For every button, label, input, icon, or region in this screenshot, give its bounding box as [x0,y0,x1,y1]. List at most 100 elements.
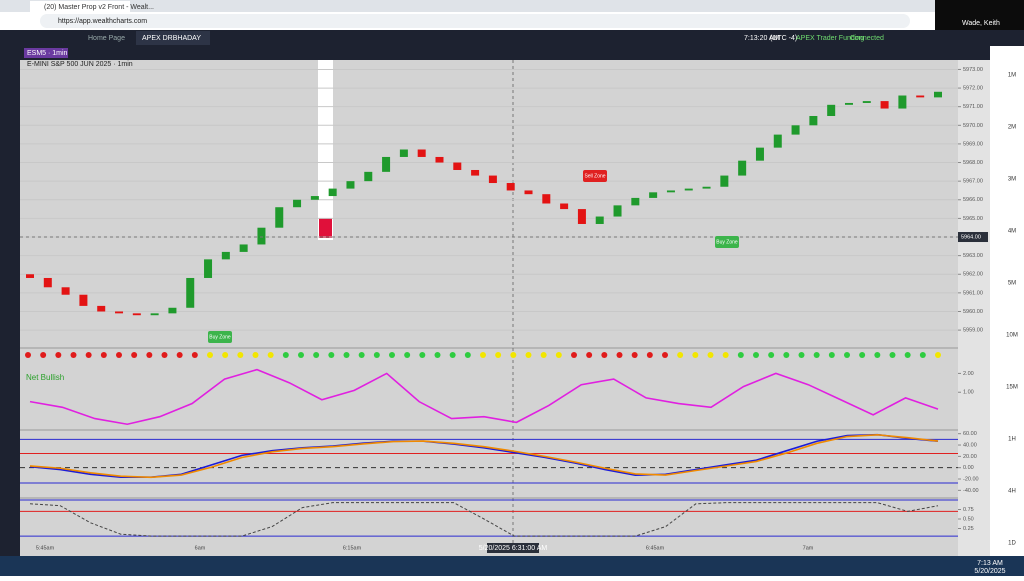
candle [257,227,266,245]
candle [738,160,747,176]
symbol: ESM5 · 1min [27,50,68,57]
y-tick-label: 5960.00 [963,309,983,315]
status: Connected [850,35,884,42]
timezone: (UTC -4) [770,35,797,42]
timeframe[interactable]: 5M [1008,281,1016,287]
app-tab[interactable]: Home Page [88,35,125,42]
x-tick-label: 5:45am [36,545,55,551]
signal-dot [540,352,547,358]
signal-dot [343,352,350,358]
timeframe[interactable]: 1D [1008,541,1016,547]
candle [221,251,230,260]
price-axis [958,60,990,556]
signal-dot [40,352,47,358]
zone-badge [583,170,607,182]
signal-dot [373,352,380,358]
candle [132,313,141,316]
candle [186,277,195,308]
active-tab[interactable] [136,31,210,45]
candle [346,181,355,189]
timeframe[interactable]: 4H [1008,489,1016,495]
candle [417,149,426,157]
signal-dot [707,352,714,358]
x-tick-label: 6:45am [646,545,665,551]
candle [809,115,818,126]
tab-title: (20) Master Prop v2 Front - Wealt... [44,4,154,11]
chart-toolbar [0,46,1024,60]
timeframe[interactable]: 4M [1008,229,1016,235]
signal-dot [874,352,881,358]
browser-tab[interactable] [30,1,130,12]
timeframe[interactable]: 3M [1008,177,1016,183]
url-field[interactable] [40,14,910,28]
indicator-line [29,434,939,479]
zone-label: Sell Zone [584,173,605,179]
signal-dot [722,352,729,358]
timeframe[interactable]: 1H [1008,437,1016,443]
zone-label: Buy Zone [716,239,738,245]
signal-dot [904,352,911,358]
signal-dot [237,352,244,358]
symbol-tab[interactable] [24,48,68,58]
y-tick-label: -40.00 [963,488,979,494]
url: https://app.wealthcharts.com [58,18,147,25]
color-swatch[interactable] [319,218,332,238]
taskbar [0,556,1024,576]
zone-badge [208,331,232,343]
signal-dot [100,352,107,358]
signal-dot [555,352,562,358]
indicator-title: Net Bullish [26,373,64,382]
signal-dot [55,352,62,358]
timeframe[interactable]: 1M [1008,73,1016,79]
x-tick-label: 7am [803,545,814,551]
candle [168,307,177,314]
candle [364,171,373,182]
signal-dot [662,352,668,358]
candle [43,277,52,288]
candle [844,102,853,105]
signal-dot [646,352,653,358]
candle [275,207,284,228]
candle [880,101,889,109]
signal-dot [510,352,517,358]
taskbar-date: 5/20/2025 [974,568,1005,575]
signal-dot [176,352,183,358]
candle [773,134,782,148]
candle [453,162,462,170]
candle [310,196,319,200]
y-tick-label: 5966.00 [963,197,983,203]
candle [666,190,675,193]
candle [524,190,533,195]
y-tick-label: 5959.00 [963,328,983,334]
candle [791,125,800,135]
candle [577,209,586,224]
indicator-line [29,368,939,426]
candle [613,205,622,217]
candle [26,274,34,278]
timeframe[interactable]: 10M [1006,333,1018,339]
y-tick-label: 5963.00 [963,253,983,259]
candle [595,216,604,224]
signal-dot [25,352,31,358]
timeframe[interactable]: 2M [1008,125,1016,131]
left-sidebar [0,46,20,556]
signal-dot [601,352,608,358]
signal-dot [677,352,684,358]
app-tab[interactable]: APEX DRBHADAY [142,35,201,42]
signal-dot [859,352,866,358]
account[interactable]: APEX Trader Funding [796,35,864,42]
candle [720,175,729,187]
zone-label: Buy Zone [209,334,231,340]
right-sidebar [990,46,1024,556]
drawing-toolbar [318,60,333,240]
price-tag-label: 5964.00 [961,234,981,240]
signal-dot [85,352,92,358]
signal-dot [146,352,153,358]
candle [150,313,159,316]
timeframe[interactable]: 15M [1006,385,1018,391]
candle [293,199,302,208]
candle [97,305,106,312]
zone-badge [715,236,739,248]
y-tick-label: 5970.00 [963,123,983,129]
y-tick-label: 5962.00 [963,272,983,278]
